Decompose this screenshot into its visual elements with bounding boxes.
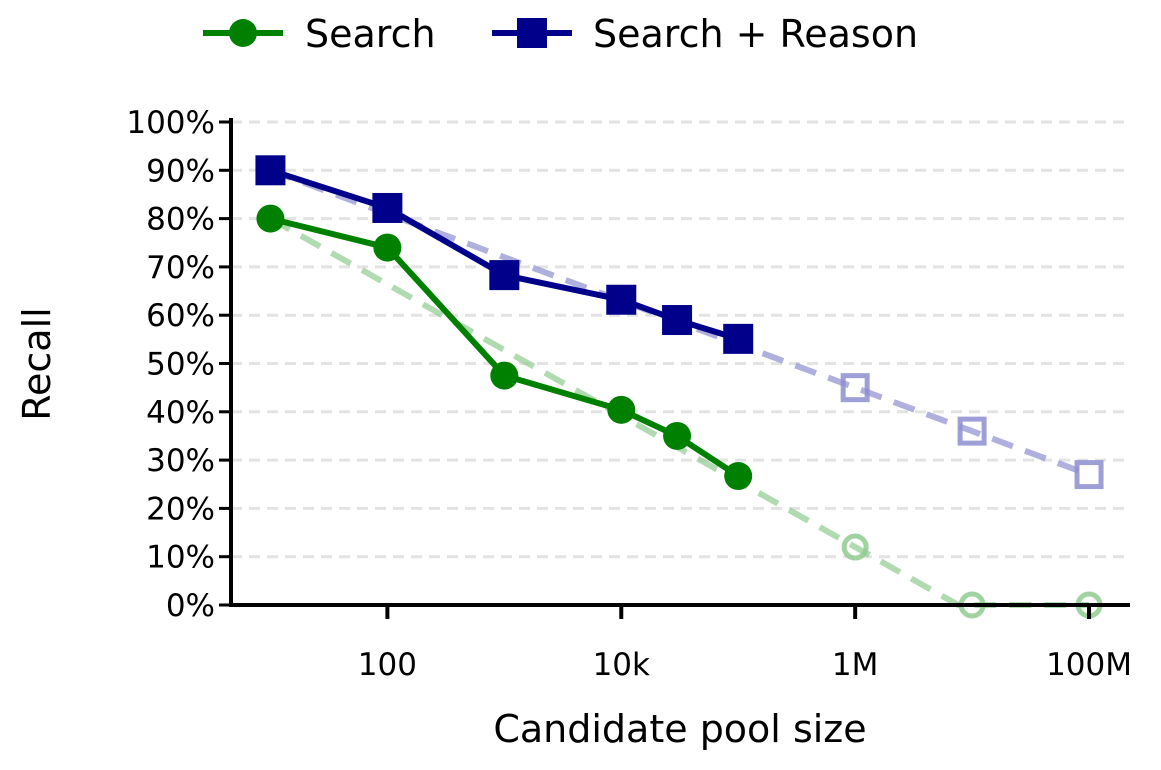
data-point (607, 395, 636, 424)
axes (219, 118, 1130, 619)
x-tick-label: 100 (358, 647, 417, 683)
x-tick-label: 1M (832, 647, 878, 683)
extrapolation-line (269, 167, 1091, 478)
data-point (723, 323, 754, 354)
y-tick-label: 20% (146, 491, 215, 527)
y-tick-label: 40% (146, 395, 215, 431)
extrapolated-point (957, 416, 987, 446)
data-point (489, 260, 520, 291)
y-tick-label: 80% (146, 202, 215, 238)
legend: Search Search + Reason (203, 12, 918, 56)
legend-marker-square (517, 18, 547, 48)
data-point (662, 305, 693, 336)
y-tick-label: 60% (146, 298, 215, 334)
tick-labels: 0% 10% 20% 30% 40% 50% 60% 70% 80% 90% 100% 100 10k 1… (126, 105, 1132, 683)
x-tick-label: 10k (593, 647, 650, 683)
series-lines (255, 155, 754, 491)
legend-label: Search + Reason (593, 12, 918, 56)
y-tick-label: 0% (166, 588, 215, 624)
y-tick-label: 70% (146, 250, 215, 286)
data-point (256, 204, 285, 233)
legend-label: Search (305, 12, 436, 56)
x-axis-label: Candidate pool size (493, 707, 866, 751)
data-point (372, 192, 403, 223)
y-tick-label: 50% (146, 347, 215, 383)
y-tick-label: 100% (126, 105, 215, 141)
grid-lines (231, 120, 1130, 559)
data-point (724, 462, 753, 491)
extrapolated-point (1074, 460, 1104, 490)
data-point (255, 155, 286, 186)
data-point (663, 421, 692, 450)
x-tick-label: 100M (1046, 647, 1132, 683)
extrapolated-point (840, 373, 870, 403)
y-tick-label: 10% (146, 540, 215, 576)
data-point (490, 361, 519, 390)
data-point (606, 284, 637, 315)
y-axis-label: Recall (15, 307, 59, 420)
data-point (373, 233, 402, 262)
y-tick-label: 90% (146, 153, 215, 189)
extrapolated-point (841, 533, 869, 561)
legend-marker-circle (229, 19, 257, 47)
y-tick-label: 30% (146, 443, 215, 479)
